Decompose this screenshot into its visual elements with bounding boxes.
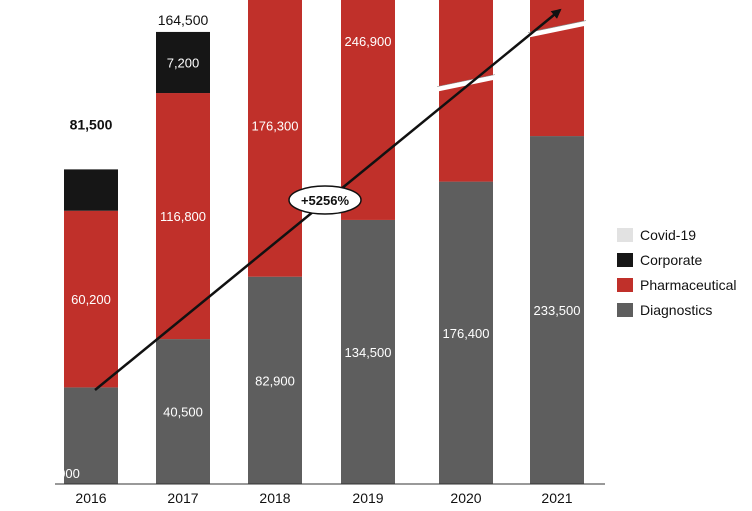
segment-label-diagnostics-2019: 134,500 — [345, 345, 392, 360]
axis-break-edge-2020-1 — [436, 74, 496, 87]
legend-label-pharmaceutical: Pharmaceutical — [640, 277, 737, 293]
legend-label-diagnostics: Diagnostics — [640, 302, 712, 318]
segment-label-diagnostics-2018: 82,900 — [255, 373, 295, 388]
segment-label-diagnostics-2021: 233,500 — [534, 303, 581, 318]
legend-label-covid: Covid-19 — [640, 227, 696, 243]
axis-breaks-group — [436, 20, 587, 92]
x-tick-label-2021: 2021 — [541, 490, 572, 506]
segment-label-pharmaceutical-2018: 176,300 — [252, 119, 299, 134]
bar-segment-diagnostics-2020 — [439, 181, 493, 484]
bar-segment-diagnostics-2018 — [248, 276, 302, 484]
segment-label-pharmaceutical-2016: 60,200 — [71, 292, 111, 307]
total-label-2017: 164,500 — [158, 12, 209, 28]
segment-label-corporate-2016: 3,300 — [75, 133, 108, 148]
x-tick-label-2017: 2017 — [167, 490, 198, 506]
legend-swatch-covid — [617, 228, 633, 242]
segment-label-diagnostics-2020: 176,400 — [443, 326, 490, 341]
segment-label-diagnostics-2016: 18,000 — [40, 466, 80, 481]
bar-segment-pharmaceutical-2017 — [156, 93, 210, 340]
segment-label-pharmaceutical-2017: 116,800 — [160, 209, 206, 224]
growth-annotation: +5256% — [301, 193, 350, 208]
bar-segment-diagnostics-2016 — [64, 387, 118, 484]
legend: Covid-19 Corporate Pharmaceutical Diagno… — [617, 227, 737, 318]
legend-swatch-pharmaceutical — [617, 278, 633, 292]
bar-segment-pharmaceutical-2019 — [341, 0, 395, 220]
bar-segment-corporate-2016 — [64, 169, 118, 211]
bar-segment-diagnostics-2017 — [156, 339, 210, 484]
x-tick-label-2018: 2018 — [259, 490, 290, 506]
segment-label-corporate-2017: 7,200 — [167, 55, 200, 70]
x-tick-label-2020: 2020 — [450, 490, 481, 506]
total-labels-group: 81,500164,500269,800403,6001,914,0874,36… — [70, 12, 209, 132]
x-tick-label-2019: 2019 — [352, 490, 383, 506]
x-tick-labels-group: 2016 2017 2018 2019 2020 2021 — [75, 490, 572, 506]
bar-segment-pharmaceutical-2016 — [64, 210, 118, 388]
bars-group: 18,000 60,200 3,300 40,500 116,800 7,200 82,90… — [40, 0, 584, 484]
x-tick-label-2016: 2016 — [75, 490, 106, 506]
legend-swatch-diagnostics — [617, 303, 633, 317]
bar-segment-diagnostics-2021 — [530, 136, 584, 484]
legend-swatch-corporate — [617, 253, 633, 267]
bar-segment-pharmaceutical-2020 — [439, 0, 493, 182]
segment-label-pharmaceutical-2019: 246,900 — [345, 34, 392, 49]
bar-segment-pharmaceutical-2021 — [530, 0, 584, 137]
bar-segment-corporate-2017 — [156, 31, 210, 94]
axis-break-mark-2021-1 — [528, 20, 586, 38]
total-label-2016: 81,500 — [70, 116, 113, 132]
axis-break-edge-2021-1 — [527, 20, 587, 33]
bar-segment-diagnostics-2019 — [341, 219, 395, 484]
legend-label-corporate: Corporate — [640, 252, 702, 268]
bar-segment-pharmaceutical-2018 — [248, 0, 302, 277]
axis-break-mark-2020-1 — [437, 74, 495, 92]
segment-label-diagnostics-2017: 40,500 — [163, 405, 203, 420]
growth-annotation-oval — [288, 185, 362, 215]
